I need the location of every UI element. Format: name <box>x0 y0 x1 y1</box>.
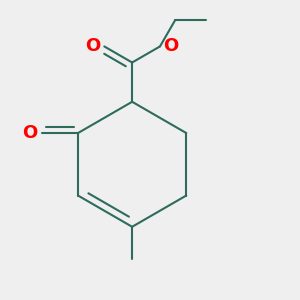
Text: O: O <box>85 38 101 56</box>
Text: O: O <box>22 124 37 142</box>
Text: O: O <box>163 38 178 56</box>
